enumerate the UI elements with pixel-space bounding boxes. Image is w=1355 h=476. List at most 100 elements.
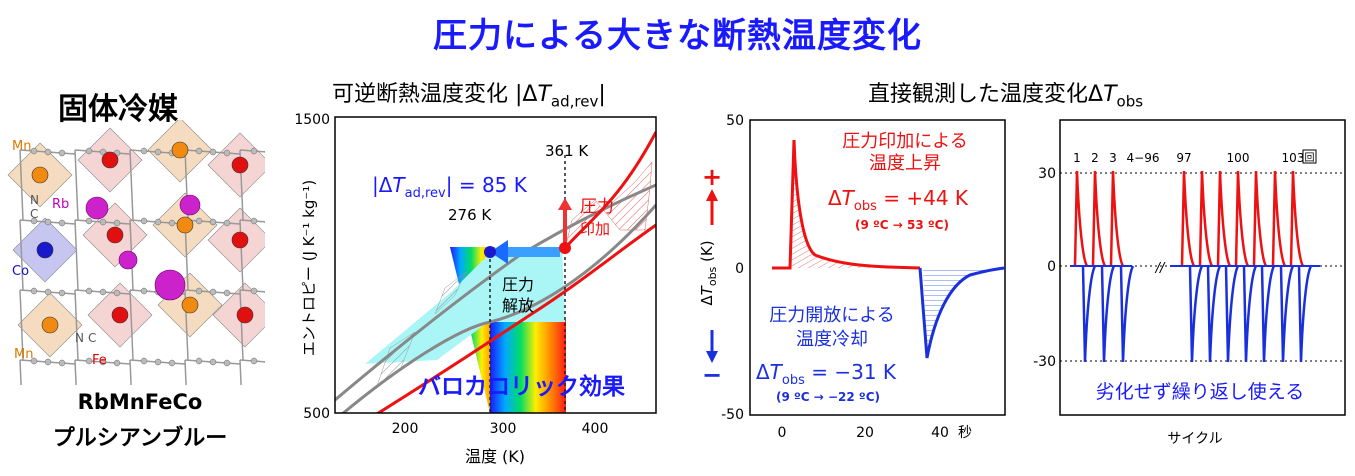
cn-atom bbox=[85, 357, 93, 365]
obs-x-tick-20: 20 bbox=[856, 425, 874, 441]
y-axis-label: エントロピー (J K⁻¹ kg⁻¹) bbox=[300, 180, 318, 356]
cn-atom bbox=[58, 359, 66, 367]
cn-atom bbox=[99, 358, 107, 366]
bond bbox=[74, 359, 77, 385]
cool-spike bbox=[1081, 265, 1097, 363]
metal-atom bbox=[106, 226, 124, 244]
right-heading-prefix: 直接観測した温度変化Δ bbox=[868, 82, 1104, 107]
cool-curve bbox=[918, 266, 1006, 359]
cn-atom bbox=[140, 147, 148, 155]
obs-y-axis-label: ΔTobs (K) bbox=[698, 240, 719, 305]
rb-label: Rb bbox=[52, 197, 69, 212]
cn-atom bbox=[195, 357, 203, 365]
cn-atom bbox=[113, 289, 121, 297]
metal-atom bbox=[231, 156, 249, 174]
cycle-plot-frame bbox=[1059, 119, 1346, 416]
cycle-spikes bbox=[1070, 170, 1320, 363]
plus-sign: + bbox=[702, 163, 722, 191]
cn-atom bbox=[195, 217, 203, 225]
cycle-unit: 回 bbox=[1305, 152, 1315, 164]
bond bbox=[74, 289, 79, 361]
cn-atom bbox=[154, 358, 162, 366]
cn-atom bbox=[209, 148, 217, 156]
heat-label-2: 温度上昇 bbox=[869, 153, 941, 174]
bond bbox=[74, 219, 79, 291]
metal-atom bbox=[36, 241, 54, 259]
y-tick-bottom: 500 bbox=[303, 406, 330, 422]
metal-atom bbox=[101, 151, 119, 169]
cn-atom bbox=[99, 218, 107, 226]
heat-spike bbox=[1289, 170, 1305, 267]
bond bbox=[129, 289, 134, 361]
bond bbox=[184, 359, 187, 385]
bond bbox=[74, 149, 79, 221]
cycle-unit-box bbox=[1302, 149, 1317, 164]
rb-atom bbox=[179, 194, 201, 216]
middle-heading-prefix: 可逆断熱温度変化 |Δ bbox=[332, 82, 538, 107]
entropy-curve-red-upper bbox=[563, 131, 656, 249]
x-tick-300: 300 bbox=[490, 421, 517, 437]
middle-heading-sub: ad,rev bbox=[550, 92, 599, 111]
cool-label-2: 温度冷却 bbox=[796, 329, 868, 350]
entropy-curve-red-lower bbox=[375, 223, 656, 413]
bond bbox=[129, 149, 134, 221]
cn-atom bbox=[250, 217, 258, 225]
cool-spike bbox=[1279, 265, 1295, 363]
page-title: 圧力による大きな断熱温度変化 bbox=[433, 16, 922, 56]
cn-atom bbox=[30, 147, 38, 155]
rb-atom bbox=[85, 196, 109, 220]
cn-atom bbox=[58, 219, 66, 227]
cool-range: (9 ºC → −22 ºC) bbox=[776, 390, 880, 404]
cn-atom bbox=[85, 287, 93, 295]
bond bbox=[19, 219, 24, 291]
cn-atom bbox=[168, 219, 176, 227]
bond bbox=[19, 359, 22, 385]
delta-t-label: |ΔTad,rev| = 85 K bbox=[372, 173, 528, 201]
cool-hatch bbox=[923, 268, 1002, 357]
middle-heading: 可逆断熱温度変化 |ΔTad,rev| bbox=[332, 76, 606, 110]
right-heading-t: T bbox=[1103, 82, 1117, 107]
cn-atom bbox=[140, 287, 148, 295]
obs-plot-frame bbox=[749, 119, 1006, 416]
cycle-y-tick-minus30: -30 bbox=[1033, 354, 1056, 370]
heat-spike bbox=[1109, 170, 1125, 267]
caption-bg bbox=[1072, 373, 1328, 409]
cn-atom bbox=[113, 359, 121, 367]
compound-name: RbMnFeCo bbox=[77, 390, 203, 414]
cycle-label-97: 97 bbox=[1176, 151, 1191, 165]
heat-label-1: 圧力印加による bbox=[842, 131, 967, 152]
cn-atom bbox=[44, 218, 52, 226]
fe-label: Fe bbox=[92, 353, 107, 368]
rb-atom bbox=[118, 250, 138, 270]
bond bbox=[239, 219, 244, 291]
bond bbox=[239, 359, 242, 385]
cycle-label-3: 3 bbox=[1109, 151, 1117, 165]
cn-atom bbox=[195, 287, 203, 295]
cn-atom bbox=[223, 219, 231, 227]
cn-atom bbox=[99, 288, 107, 296]
obs-y-tick-minus50: -50 bbox=[721, 407, 744, 423]
cn-atom bbox=[30, 287, 38, 295]
heat-value: ΔTobs = +44 K bbox=[828, 186, 969, 214]
minus-sign: − bbox=[702, 361, 722, 389]
heat-spike bbox=[1271, 170, 1287, 267]
cn-atom bbox=[140, 217, 148, 225]
y-tick-top: 1500 bbox=[294, 112, 330, 128]
metal-atom bbox=[176, 216, 194, 234]
axis-break-mark: // bbox=[1155, 261, 1166, 276]
c-bottom-label: C bbox=[88, 331, 96, 345]
x-tick-200: 200 bbox=[392, 421, 419, 437]
heat-range: (9 ºC → 53 ºC) bbox=[855, 218, 949, 232]
right-heading-sub: obs bbox=[1116, 92, 1144, 111]
cool-spike bbox=[1119, 265, 1135, 363]
cn-atom bbox=[250, 287, 258, 295]
n-top-label: N bbox=[30, 193, 39, 207]
bond bbox=[239, 289, 244, 361]
cool-spike bbox=[1188, 265, 1204, 363]
obs-x-tick-40: 40 bbox=[931, 425, 949, 441]
cool-spike bbox=[1100, 265, 1116, 363]
observed-temperature-chart: 50 0 -50 0 20 40 秒 ΔTobs (K) + − 圧力印加による… bbox=[698, 113, 1006, 441]
cool-spike bbox=[1242, 265, 1258, 363]
rb-atom bbox=[154, 269, 186, 301]
compound-subname: プルシアンブルー bbox=[52, 426, 228, 451]
